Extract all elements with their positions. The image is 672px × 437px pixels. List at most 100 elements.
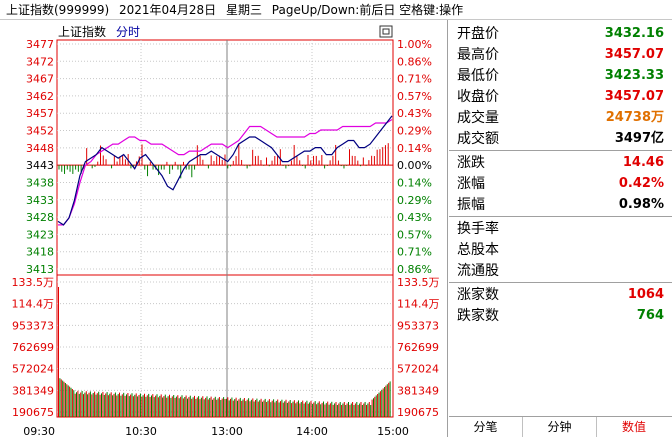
change-row: 涨跌 14.46 xyxy=(449,153,672,173)
up-count-row: 涨家数 1064 xyxy=(449,285,672,305)
volume-tick-label: 572024 xyxy=(12,363,54,376)
time-tick-label: 09:30 xyxy=(23,425,55,437)
open-label: 开盘价 xyxy=(457,26,499,42)
tab-ticks[interactable]: 分笔 xyxy=(449,417,523,437)
down-count-label: 跌家数 xyxy=(457,308,499,324)
price-tick-label: 3472 xyxy=(26,55,54,68)
price-tick-label: 3428 xyxy=(26,211,54,224)
change-pct-label: 涨幅 xyxy=(457,176,485,192)
high-value: 3457.07 xyxy=(604,47,664,62)
price-tick-label: 3438 xyxy=(26,176,54,189)
pct-tick-label: 0.71% xyxy=(397,246,432,259)
keyboard-hint: PageUp/Down:前后日 空格键:操作 xyxy=(271,3,464,17)
price-tick-label: 3457 xyxy=(26,107,54,120)
low-value: 3423.33 xyxy=(604,68,664,83)
title-bar: 上证指数(999999) 2021年04月28日 星期三 PageUp/Down… xyxy=(0,0,672,20)
time-tick-label: 13:00 xyxy=(211,425,243,437)
price-tick-label: 3433 xyxy=(26,194,54,207)
divider xyxy=(449,282,672,283)
bottom-tab-bar: 分笔 分钟 数值 xyxy=(449,416,672,437)
volume-label: 成交量 xyxy=(457,110,499,126)
high-label: 最高价 xyxy=(457,47,499,63)
chart-period[interactable]: 分时 xyxy=(116,25,140,39)
volume-tick-label: 381349 xyxy=(12,384,54,397)
float-shares-label: 流通股 xyxy=(457,263,499,279)
quote-info-panel: 开盘价 3432.16 最高价 3457.07 最低价 3423.33 收盘价 … xyxy=(449,20,672,437)
volume-tick-label: 381349 xyxy=(397,384,439,397)
open-value: 3432.16 xyxy=(604,26,664,41)
trade-date: 2021年04月28日 xyxy=(119,3,217,17)
amplitude-value: 0.98% xyxy=(618,197,664,212)
time-tick-label: 15:00 xyxy=(377,425,409,437)
price-tick-label: 3418 xyxy=(26,246,54,259)
time-tick-label: 10:30 xyxy=(125,425,157,437)
time-tick-label: 14:00 xyxy=(296,425,328,437)
tab-minutes[interactable]: 分钟 xyxy=(523,417,597,437)
pct-tick-label: 0.00% xyxy=(397,159,432,172)
volume-tick-label: 762699 xyxy=(12,341,54,354)
float-shares-row: 流通股 xyxy=(449,261,672,281)
change-value: 14.46 xyxy=(622,155,664,170)
price-tick-label: 3448 xyxy=(26,142,54,155)
high-row: 最高价 3457.07 xyxy=(449,45,672,65)
pct-tick-label: 0.57% xyxy=(397,90,432,103)
price-tick-label: 3467 xyxy=(26,73,54,86)
tab-values[interactable]: 数值 xyxy=(621,420,646,434)
change-label: 涨跌 xyxy=(457,155,485,171)
price-tick-label: 3477 xyxy=(26,38,54,51)
total-shares-label: 总股本 xyxy=(457,242,499,258)
divider xyxy=(449,216,672,217)
divider xyxy=(449,150,672,151)
price-tick-label: 3423 xyxy=(26,228,54,241)
price-tick-label: 3462 xyxy=(26,90,54,103)
close-label: 收盘价 xyxy=(457,89,499,105)
average-price-line xyxy=(58,118,393,226)
close-value: 3457.07 xyxy=(604,89,664,104)
intraday-chart-panel[interactable]: 上证指数 分时 3477 3472 3467 3462 3457 3452 3448 3443… xyxy=(0,20,448,437)
volume-tick-label: 133.5万 xyxy=(397,276,440,289)
pct-tick-label: 0.29% xyxy=(397,125,432,138)
weekday: 星期三 xyxy=(225,3,262,17)
volume-tick-label: 114.4万 xyxy=(397,298,440,311)
pct-tick-label: 0.86% xyxy=(397,263,432,276)
pct-tick-label: 0.57% xyxy=(397,228,432,241)
price-line xyxy=(57,115,393,226)
change-pct-row: 涨幅 0.42% xyxy=(449,174,672,194)
change-pct-value: 0.42% xyxy=(618,176,664,191)
volume-tick-label: 190675 xyxy=(12,406,54,419)
up-count-value: 1064 xyxy=(627,287,664,302)
pct-tick-label: 0.86% xyxy=(397,55,432,68)
amplitude-label: 振幅 xyxy=(457,197,485,213)
volume-tick-label: 190675 xyxy=(397,406,439,419)
price-tick-label: 3413 xyxy=(26,263,54,276)
pct-tick-label: 0.14% xyxy=(397,142,432,155)
up-count-label: 涨家数 xyxy=(457,287,499,303)
volume-tick-label: 953373 xyxy=(12,319,54,332)
chart-settings-icon[interactable] xyxy=(379,25,393,38)
amount-row: 成交额 3497亿 xyxy=(449,129,672,149)
pct-tick-label: 0.29% xyxy=(397,194,432,207)
volume-row: 成交量 24738万 xyxy=(449,108,672,128)
pct-tick-label: 0.43% xyxy=(397,107,432,120)
turnover-row: 换手率 xyxy=(449,219,672,239)
close-row: 收盘价 3457.07 xyxy=(449,87,672,107)
total-shares-row: 总股本 xyxy=(449,240,672,260)
pct-tick-label: 0.43% xyxy=(397,211,432,224)
down-count-row: 跌家数 764 xyxy=(449,306,672,326)
amount-value: 3497亿 xyxy=(614,131,664,146)
price-tick-label: 3452 xyxy=(26,125,54,138)
volume-tick-label: 114.4万 xyxy=(12,298,55,311)
volume-tick-label: 953373 xyxy=(397,319,439,332)
low-label: 最低价 xyxy=(457,68,499,84)
down-count-value: 764 xyxy=(636,308,664,323)
volume-tick-label: 572024 xyxy=(397,363,439,376)
amplitude-row: 振幅 0.98% xyxy=(449,195,672,215)
turnover-label: 换手率 xyxy=(457,221,499,237)
index-name: 上证指数(999999) xyxy=(6,3,110,17)
chart-frame xyxy=(56,39,394,418)
volume-tick-label: 133.5万 xyxy=(12,276,55,289)
volume-value: 24738万 xyxy=(605,110,664,125)
pct-tick-label: 0.71% xyxy=(397,73,432,86)
pct-tick-label: 0.14% xyxy=(397,176,432,189)
chart-name: 上证指数 xyxy=(58,24,106,39)
